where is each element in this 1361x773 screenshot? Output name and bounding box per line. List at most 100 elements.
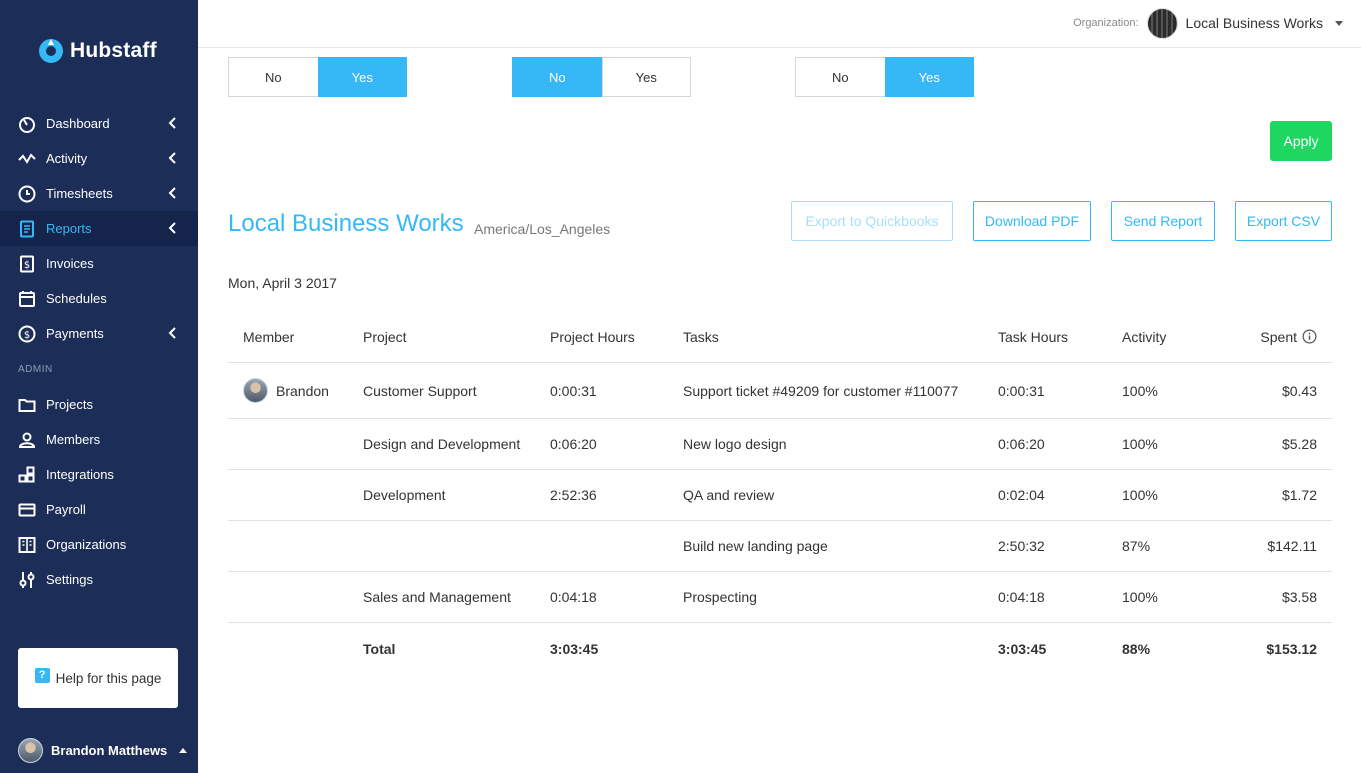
avatar xyxy=(243,378,268,403)
sidebar-item-settings[interactable]: Settings xyxy=(0,562,198,597)
toggle-3-no[interactable]: No xyxy=(795,57,885,97)
sidebar-item-reports[interactable]: Reports xyxy=(0,211,198,246)
sliders-icon xyxy=(18,571,36,589)
activity-cell: 100% xyxy=(1122,382,1158,399)
sidebar-item-label: Settings xyxy=(46,572,93,587)
chevron-left-icon xyxy=(168,222,176,234)
help-for-page-button[interactable]: ? Help for this page xyxy=(18,648,178,708)
column-header-tasks[interactable]: Tasks xyxy=(683,328,719,345)
project-hours-cell: 2:52:36 xyxy=(550,487,597,503)
total-spent: $153.12 xyxy=(1266,640,1317,657)
svg-text:$: $ xyxy=(24,330,30,341)
reports-icon xyxy=(18,220,36,238)
member-cell: Brandon xyxy=(243,363,329,418)
main-nav: Dashboard Activity Timesheets Reports xyxy=(0,106,198,597)
column-header-project[interactable]: Project xyxy=(363,328,407,345)
table-row: Brandon Customer Support 0:00:31 Support… xyxy=(228,363,1332,419)
invoice-icon: $ xyxy=(18,255,36,273)
chevron-left-icon xyxy=(168,187,176,199)
sidebar-item-label: Schedules xyxy=(46,291,107,306)
apply-button[interactable]: Apply xyxy=(1270,121,1332,161)
toggle-group-3: No Yes xyxy=(795,57,974,97)
brand-name: Hubstaff xyxy=(70,39,157,62)
sidebar-item-label: Organizations xyxy=(46,537,127,552)
sidebar-item-label: Invoices xyxy=(46,256,94,271)
column-header-task-hours[interactable]: Task Hours xyxy=(998,328,1069,345)
hubstaff-logo[interactable]: Hubstaff xyxy=(38,38,157,64)
admin-section-label: ADMIN xyxy=(18,363,53,375)
toggle-2-yes[interactable]: Yes xyxy=(601,57,691,97)
column-header-spent[interactable]: Spent xyxy=(1260,311,1317,362)
project-cell: Development xyxy=(363,487,446,503)
user-name: Brandon Matthews xyxy=(51,743,168,758)
chevron-left-icon xyxy=(168,152,176,164)
total-task-hours: 3:03:45 xyxy=(998,640,1047,657)
sidebar-item-label: Timesheets xyxy=(46,186,113,201)
report-table: Member Project Project Hours Tasks Task … xyxy=(228,311,1332,674)
report-title: Local Business Works xyxy=(228,210,464,237)
activity-cell: 100% xyxy=(1122,589,1158,605)
hubstaff-logo-icon xyxy=(39,39,63,63)
total-project-hours: 3:03:45 xyxy=(550,640,599,657)
report-date: Mon, April 3 2017 xyxy=(228,275,337,291)
sidebar-item-label: Payments xyxy=(46,326,104,341)
sidebar-item-projects[interactable]: Projects xyxy=(0,387,198,422)
integrations-icon xyxy=(18,466,36,484)
task-hours-cell: 0:02:04 xyxy=(998,487,1045,503)
sidebar-item-label: Dashboard xyxy=(46,116,110,131)
table-header: Member Project Project Hours Tasks Task … xyxy=(228,311,1332,363)
column-header-member[interactable]: Member xyxy=(243,328,295,345)
activity-cell: 87% xyxy=(1122,538,1151,554)
sidebar-item-schedules[interactable]: Schedules xyxy=(0,281,198,316)
sidebar-item-organizations[interactable]: Organizations xyxy=(0,527,198,562)
export-quickbooks-button[interactable]: Export to Quickbooks xyxy=(791,201,953,241)
toggle-2-no[interactable]: No xyxy=(512,57,602,97)
calendar-icon xyxy=(18,290,36,308)
sidebar-item-timesheets[interactable]: Timesheets xyxy=(0,176,198,211)
spent-cell: $5.28 xyxy=(1281,436,1317,452)
toggle-3-yes[interactable]: Yes xyxy=(884,57,974,97)
download-pdf-button[interactable]: Download PDF xyxy=(973,201,1091,241)
sidebar-item-members[interactable]: Members xyxy=(0,422,198,457)
project-hours-cell: 0:06:20 xyxy=(550,436,597,452)
sidebar-item-payroll[interactable]: Payroll xyxy=(0,492,198,527)
task-hours-cell: 2:50:32 xyxy=(998,538,1045,554)
column-header-project-hours[interactable]: Project Hours xyxy=(550,328,635,345)
sidebar-item-activity[interactable]: Activity xyxy=(0,141,198,176)
sidebar-item-integrations[interactable]: Integrations xyxy=(0,457,198,492)
user-icon xyxy=(18,431,36,449)
chevron-left-icon xyxy=(168,327,176,339)
sidebar-item-label: Activity xyxy=(46,151,88,166)
caret-down-icon xyxy=(1335,20,1343,26)
sidebar-item-label: Reports xyxy=(46,221,92,236)
sidebar-item-label: Integrations xyxy=(46,467,114,482)
top-divider xyxy=(198,47,1361,48)
column-header-activity[interactable]: Activity xyxy=(1122,328,1167,345)
info-icon[interactable] xyxy=(1302,329,1317,344)
user-menu[interactable]: Brandon Matthews xyxy=(18,738,188,763)
send-report-button[interactable]: Send Report xyxy=(1111,201,1215,241)
spent-label: Spent xyxy=(1260,328,1297,345)
avatar xyxy=(18,738,43,763)
task-hours-cell: 0:00:31 xyxy=(998,382,1045,399)
project-cell: Design and Development xyxy=(363,436,521,452)
sidebar-item-payments[interactable]: $ Payments xyxy=(0,316,198,351)
svg-text:$: $ xyxy=(24,260,30,271)
sidebar-item-dashboard[interactable]: Dashboard xyxy=(0,106,198,141)
activity-cell: 100% xyxy=(1122,436,1158,452)
toggle-1-yes[interactable]: Yes xyxy=(317,57,407,97)
spent-cell: $1.72 xyxy=(1281,487,1317,503)
table-row: Design and Development 0:06:20 New logo … xyxy=(228,419,1332,470)
spent-cell: $0.43 xyxy=(1281,382,1317,399)
export-csv-button[interactable]: Export CSV xyxy=(1235,201,1332,241)
organization-switcher[interactable]: Organization: Local Business Works xyxy=(1073,7,1343,39)
table-row: Sales and Management 0:04:18 Prospecting… xyxy=(228,572,1332,623)
sidebar-item-label: Projects xyxy=(46,397,93,412)
sidebar-item-invoices[interactable]: $ Invoices xyxy=(0,246,198,281)
task-cell: Build new landing page xyxy=(683,538,828,554)
toggle-1-no[interactable]: No xyxy=(228,57,318,97)
organization-label: Organization: xyxy=(1073,17,1139,29)
task-hours-cell: 0:06:20 xyxy=(998,436,1045,452)
report-timezone: America/Los_Angeles xyxy=(474,221,611,237)
sidebar: Hubstaff Dashboard Activity Timesheets xyxy=(0,0,198,773)
